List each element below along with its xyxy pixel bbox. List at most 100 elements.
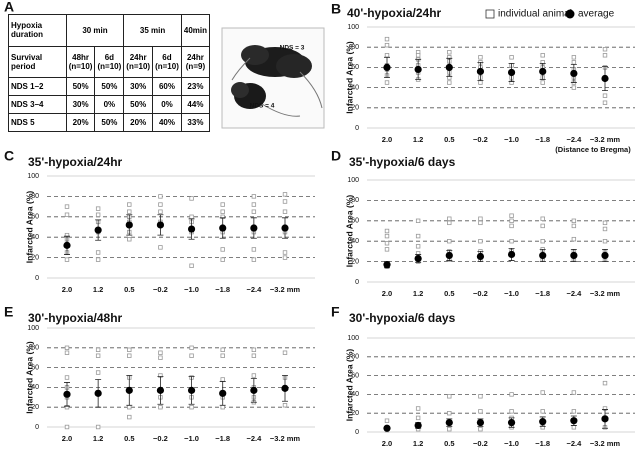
- table-cell: 24hr (n=10): [123, 45, 154, 78]
- individual-point: [571, 218, 577, 223]
- individual-point: [447, 50, 452, 55]
- average-point: [125, 386, 133, 394]
- individual-point: [540, 390, 545, 395]
- average-point: [219, 224, 227, 232]
- individual-point: [282, 250, 288, 255]
- table-header: Hypoxia duration: [8, 14, 67, 47]
- y-tick-label: 60: [351, 218, 359, 225]
- individual-point: [189, 353, 194, 358]
- average-point: [414, 65, 422, 74]
- x-tick-label: −1.0: [504, 289, 519, 298]
- individual-point: [95, 212, 101, 217]
- individual-point: [384, 233, 390, 239]
- table-cell: 60%: [152, 77, 182, 96]
- average-point: [94, 389, 102, 397]
- average-point: [476, 252, 485, 261]
- individual-point: [478, 409, 483, 414]
- chart-title: 30'-hypoxia/48hr: [28, 311, 123, 325]
- x-tick-label: 2.0: [62, 285, 72, 294]
- y-axis-label: Infarcted Area (%): [344, 195, 354, 268]
- individual-point: [220, 377, 225, 382]
- individual-point: [602, 380, 608, 386]
- individual-point: [602, 53, 608, 58]
- x-tick-label: 1.2: [93, 434, 103, 443]
- individual-point: [540, 223, 545, 229]
- individual-point: [602, 238, 608, 244]
- individual-point: [64, 212, 70, 217]
- average-point: [250, 386, 258, 394]
- panel-letter: D: [331, 148, 341, 164]
- individual-point: [478, 426, 483, 432]
- individual-point: [540, 409, 545, 414]
- average-point: [601, 251, 609, 260]
- individual-point: [189, 345, 194, 350]
- y-tick-label: 40: [31, 384, 39, 391]
- table-cell: 30%: [65, 95, 96, 114]
- x-tick-label: −3.2 mm: [590, 439, 621, 448]
- average-point: [125, 221, 133, 229]
- individual-point: [384, 53, 390, 58]
- y-tick-label: 20: [351, 258, 359, 265]
- individual-point: [64, 257, 70, 262]
- individual-point: [158, 355, 163, 360]
- x-tick-label: 1.2: [93, 285, 103, 294]
- x-tick-label: −1.8: [535, 439, 550, 448]
- average-point: [383, 424, 391, 432]
- individual-point: [251, 194, 257, 199]
- table-cell: 20%: [123, 113, 154, 132]
- survival-period: 6d: [162, 52, 172, 62]
- individual-point: [127, 404, 132, 410]
- sample-size: (n=10): [155, 61, 179, 71]
- average-point: [476, 67, 485, 76]
- individual-point: [447, 238, 452, 244]
- individual-point: [189, 404, 194, 410]
- individual-point: [478, 238, 483, 244]
- table-cell: 30%: [123, 77, 154, 96]
- panel-letter: E: [4, 304, 13, 320]
- individual-point: [509, 409, 514, 414]
- individual-point: [251, 347, 257, 352]
- x-tick-label: 0.5: [124, 434, 134, 443]
- panel-letter: A: [4, 0, 14, 15]
- average-point: [570, 417, 578, 425]
- x-tick-label: −0.2: [473, 439, 488, 448]
- individual-point: [384, 241, 390, 246]
- individual-point: [540, 238, 545, 244]
- individual-point: [251, 353, 257, 358]
- x-tick-label: 1.2: [413, 439, 423, 448]
- y-tick-label: 80: [31, 193, 39, 200]
- average-point: [476, 419, 485, 427]
- individual-point: [415, 218, 421, 223]
- sample-size: (n=9): [185, 61, 206, 71]
- y-tick-label: 0: [35, 424, 39, 431]
- x-tick-label: 0.5: [124, 285, 134, 294]
- individual-point: [447, 394, 452, 399]
- photo-label: NDS = 3: [280, 45, 305, 52]
- x-tick-label: −2.4: [566, 289, 582, 298]
- legend-marker: [565, 9, 575, 19]
- table-cell: 40%: [152, 113, 182, 132]
- average-point: [383, 63, 391, 71]
- individual-point: [447, 410, 452, 416]
- y-tick-label: 40: [351, 238, 359, 245]
- individual-point: [95, 370, 101, 375]
- table-row: NDS 3–4 30% 0% 50% 0% 44%: [8, 95, 211, 114]
- individual-point: [478, 216, 483, 221]
- individual-point: [571, 55, 577, 60]
- individual-point: [384, 247, 390, 252]
- individual-point: [251, 247, 257, 252]
- table-header: 40min: [180, 14, 211, 47]
- y-tick-label: 100: [347, 177, 359, 184]
- x-tick-label: 2.0: [382, 289, 392, 298]
- average-point: [539, 251, 547, 260]
- y-tick-label: 100: [27, 325, 39, 332]
- individual-point: [95, 206, 101, 211]
- y-tick-label: 100: [347, 24, 359, 31]
- average-point: [445, 419, 453, 427]
- average-point: [156, 221, 165, 229]
- individual-point: [415, 233, 421, 239]
- y-tick-label: 80: [31, 345, 39, 352]
- average-point: [281, 384, 289, 392]
- average-point: [281, 224, 289, 232]
